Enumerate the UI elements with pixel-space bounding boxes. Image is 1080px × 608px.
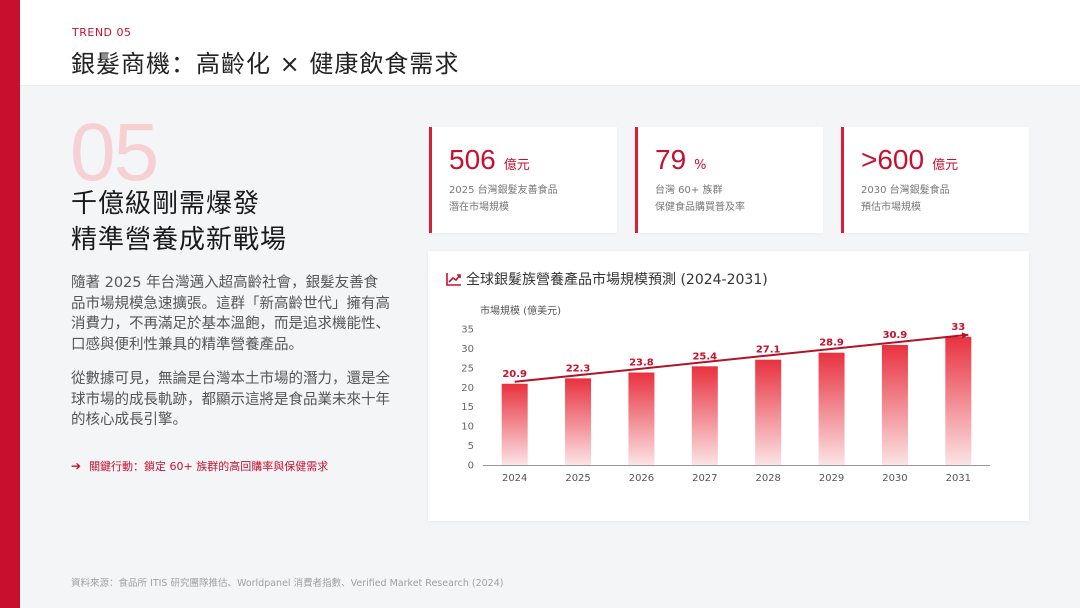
data-label: 33 <box>951 322 965 333</box>
body-paragraph-2: 從數據可見，無論是台灣本土市場的潛力，還是全球市場的成長軌跡，都顯示這將是食品業… <box>71 371 390 428</box>
y-tick-label: 35 <box>461 325 474 336</box>
kpi-desc-line-2: 潛在市場規模 <box>449 202 509 213</box>
y-tick-label: 25 <box>461 363 474 374</box>
x-tick-label: 2030 <box>882 473 907 484</box>
x-tick-label: 2029 <box>819 473 844 484</box>
x-tick-label: 2026 <box>629 473 654 484</box>
y-tick-label: 5 <box>468 441 474 452</box>
bar-2030 <box>881 344 908 465</box>
trend-arrow-head <box>961 332 969 339</box>
kpi-description: 2030 台灣銀髮食品 預估市場規模 <box>861 182 950 216</box>
kpi-number: 506 <box>449 144 496 175</box>
data-label: 22.3 <box>566 363 591 374</box>
x-tick-label: 2025 <box>565 473 590 484</box>
kpi-value: 79 % <box>655 144 707 176</box>
kpi-desc-line-1: 2030 台灣銀髮食品 <box>861 185 950 196</box>
kpi-description: 2025 台灣銀髮友善食品 潛在市場規模 <box>449 182 558 216</box>
bar-2031 <box>945 336 972 465</box>
header: TREND 05 銀髮商機：高齡化 × 健康飲食需求 <box>20 0 1080 86</box>
chart-card: 全球銀髮族營養產品市場規模預測 (2024-2031) 市場規模 (億美元) 0… <box>428 251 1029 521</box>
data-label: 30.9 <box>883 330 908 341</box>
kpi-unit: 億元 <box>932 158 959 173</box>
kpi-card-penetration: 79 % 台灣 60+ 族群 保健食品購買普及率 <box>635 127 823 233</box>
y-tick-label: 0 <box>468 461 474 472</box>
bar-2028 <box>755 359 782 465</box>
x-tick-label: 2024 <box>502 473 527 484</box>
chart-title-text: 全球銀髮族營養產品市場規模預測 (2024-2031) <box>466 272 768 288</box>
accent-side-bar <box>0 0 20 608</box>
y-axis-label: 市場規模 (億美元) <box>480 304 561 317</box>
bar-2027 <box>691 366 718 465</box>
data-label: 20.9 <box>502 369 527 380</box>
x-tick-label: 2027 <box>692 473 717 484</box>
kpi-value: 506 億元 <box>449 144 530 176</box>
data-label: 27.1 <box>756 345 781 356</box>
key-action: ➔ 關鍵行動：鎖定 60+ 族群的高回購率與保健需求 <box>71 458 328 474</box>
trend-label: TREND 05 <box>72 26 132 39</box>
y-tick-label: 30 <box>461 344 474 355</box>
kpi-description: 台灣 60+ 族群 保健食品購買普及率 <box>655 182 745 216</box>
key-action-text: 關鍵行動：鎖定 60+ 族群的高回購率與保健需求 <box>89 460 329 473</box>
headline: 千億級剛需爆發 精準營養成新戰場 <box>71 186 287 258</box>
trend-line <box>514 333 969 383</box>
source-note: 資料來源：食品所 ITIS 研究團隊推估、Worldpanel 消費者指數、Ve… <box>71 578 504 589</box>
data-label: 25.4 <box>692 351 717 362</box>
kpi-number: >600 <box>861 144 925 175</box>
arrow-right-icon: ➔ <box>71 459 82 473</box>
headline-line-2: 精準營養成新戰場 <box>71 225 288 255</box>
kpi-desc-line-1: 台灣 60+ 族群 <box>655 185 723 196</box>
chart-title: 全球銀髮族營養產品市場規模預測 (2024-2031) <box>446 269 768 289</box>
kpi-number: 79 <box>655 144 687 175</box>
x-tick-label: 2031 <box>946 473 971 484</box>
kpi-value: >600 億元 <box>861 144 958 176</box>
kpi-desc-line-2: 預估市場規模 <box>861 202 921 213</box>
section-number: 05 <box>70 107 159 198</box>
body-paragraph-1: 隨著 2025 年台灣邁入超高齡社會，銀髮友善食品市場規模急速擴張。這群「新高齡… <box>71 275 390 353</box>
bar-chart: 市場規模 (億美元) 0510152025303520.9202422.3202… <box>461 304 990 484</box>
page-title: 銀髮商機：高齡化 × 健康飲食需求 <box>71 50 460 78</box>
bar-2029 <box>818 352 845 465</box>
kpi-card-market-size: 506 億元 2025 台灣銀髮友善食品 潛在市場規模 <box>429 127 617 233</box>
data-label: 23.8 <box>629 358 654 369</box>
y-tick-label: 15 <box>461 402 474 413</box>
kpi-unit: 億元 <box>503 158 530 173</box>
bar-2025 <box>565 378 592 465</box>
y-tick-label: 20 <box>461 383 474 394</box>
y-tick-label: 10 <box>461 422 474 433</box>
data-label: 28.9 <box>819 338 844 349</box>
bar-2026 <box>628 372 655 465</box>
kpi-desc-line-2: 保健食品購買普及率 <box>655 202 745 213</box>
trend-line-icon <box>446 273 461 286</box>
kpi-card-forecast: >600 億元 2030 台灣銀髮食品 預估市場規模 <box>841 127 1029 233</box>
headline-line-1: 千億級剛需爆發 <box>71 189 261 219</box>
kpi-unit: % <box>694 158 707 173</box>
x-tick-label: 2028 <box>755 473 780 484</box>
bar-2024 <box>501 383 528 465</box>
kpi-desc-line-1: 2025 台灣銀髮友善食品 <box>449 185 558 196</box>
